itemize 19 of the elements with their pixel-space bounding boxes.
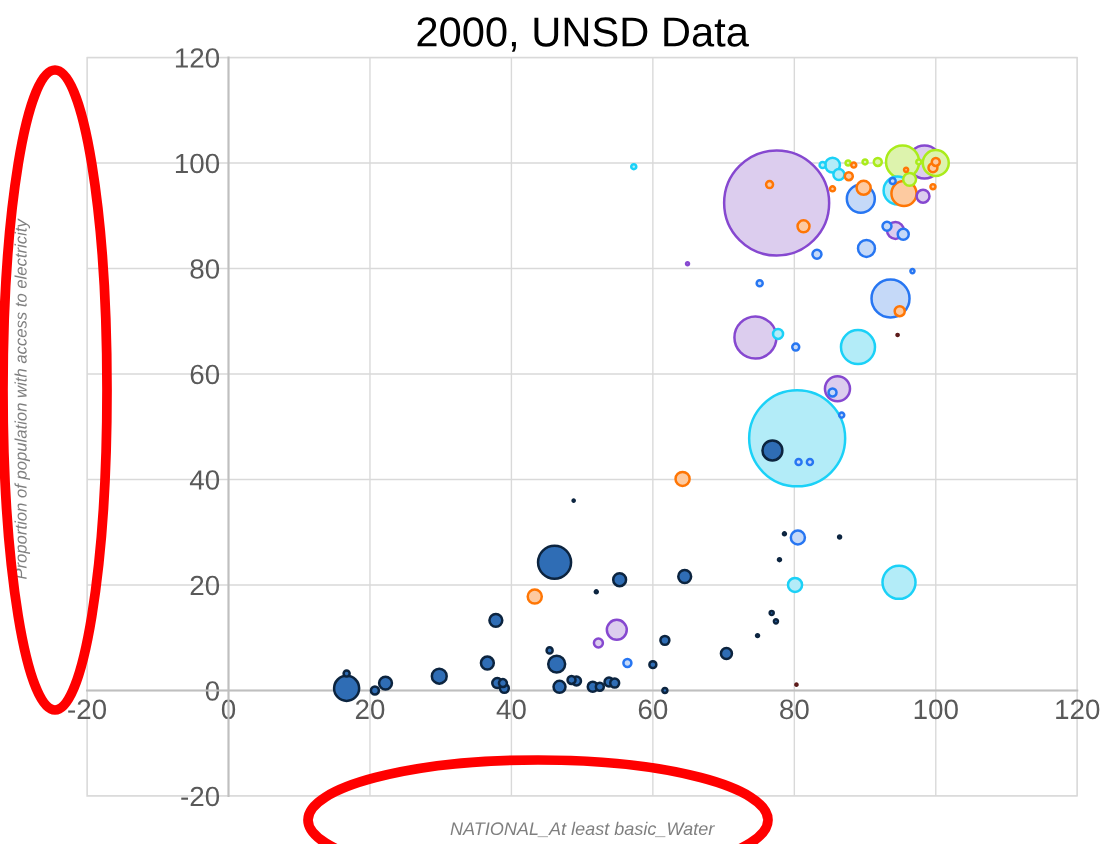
x-tick-label: 100 — [914, 699, 958, 720]
y-tick-label: 120 — [175, 48, 220, 68]
x-tick-label: 40 — [496, 699, 526, 720]
chart-title: 2000, UNSD Data — [417, 17, 749, 52]
x-tick-label: 80 — [780, 699, 809, 720]
y-tick-label: 20 — [190, 575, 220, 596]
y-tick-label: 100 — [175, 153, 220, 174]
y-axis-title: Proportion of population with access to electricity — [14, 218, 31, 580]
x-tick-label: 60 — [638, 699, 668, 720]
y-tick-label: 0 — [205, 681, 220, 701]
x-tick-label: 20 — [355, 699, 385, 720]
x-axis-title: NATIONAL_At least basic_Water — [450, 821, 715, 838]
x-tick-label: 120 — [1056, 699, 1100, 720]
x-tick-label: -20 — [68, 699, 107, 720]
y-tick-label: 40 — [189, 470, 220, 490]
y-tick-label: 80 — [190, 259, 220, 279]
x-tick-label: 0 — [221, 699, 236, 720]
y-tick-label: -20 — [181, 786, 220, 807]
y-tick-label: 60 — [190, 364, 220, 385]
